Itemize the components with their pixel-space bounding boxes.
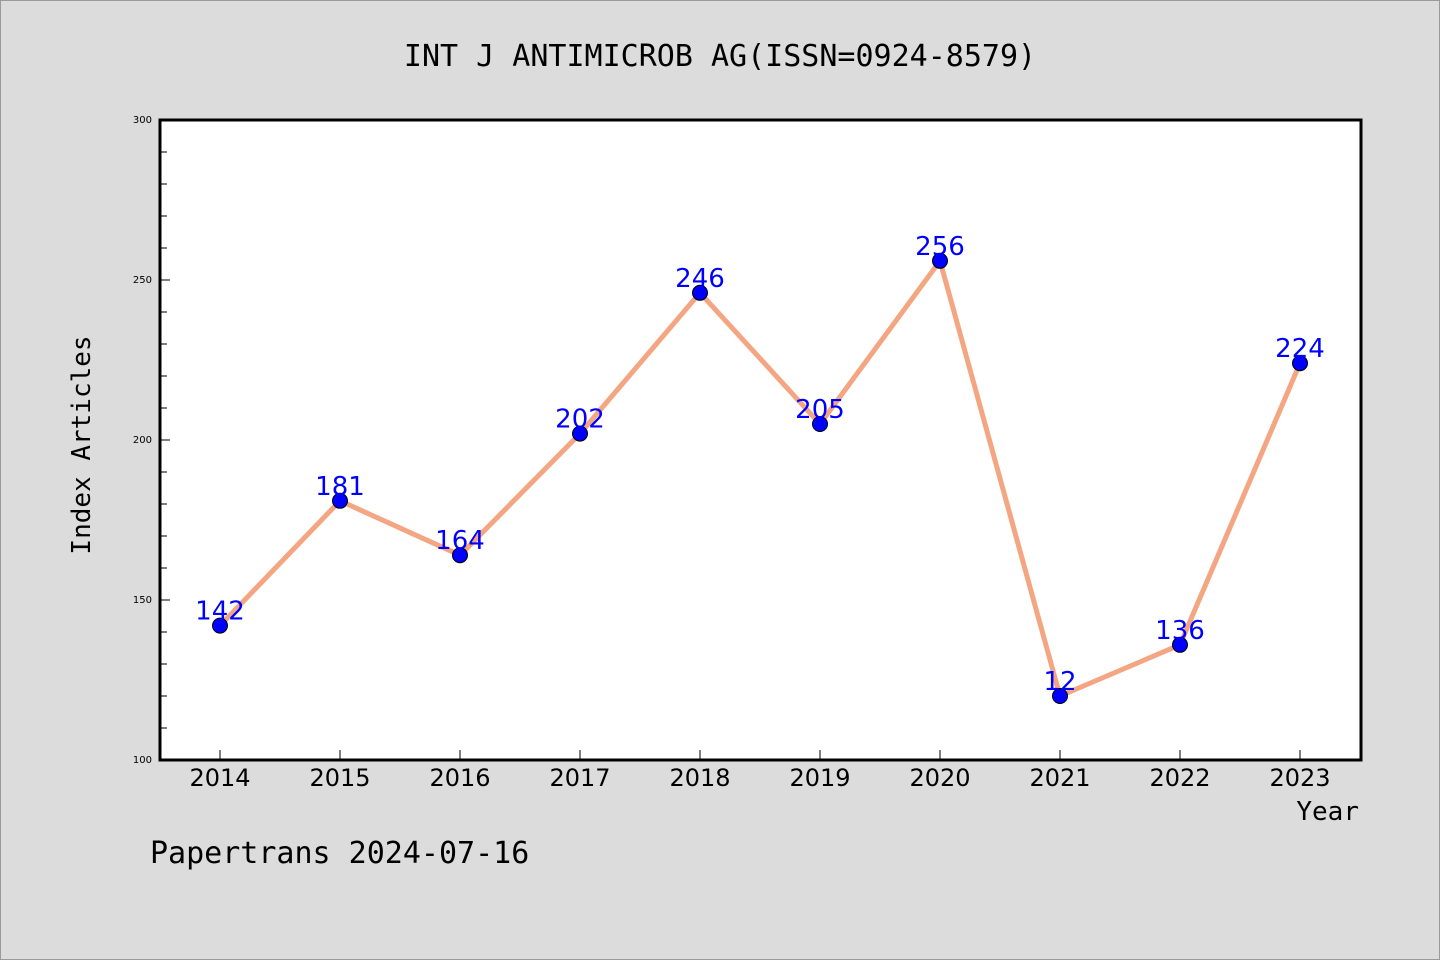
data-label: 136: [1155, 616, 1205, 646]
x-tick-label: 2016: [429, 764, 490, 792]
y-tick-label: 150: [133, 595, 152, 606]
x-tick-label: 2015: [309, 764, 370, 792]
y-tick-label: 100: [133, 755, 152, 766]
plot-border: [158, 118, 1363, 762]
data-point: [932, 252, 948, 269]
data-label: 164: [435, 526, 485, 556]
x-tick-label: 2019: [789, 764, 850, 792]
data-point: [572, 425, 588, 442]
data-point: [212, 617, 228, 634]
y-tick-label: 300: [133, 115, 152, 126]
y-tick-label: 200: [133, 435, 152, 446]
x-tick-label: 2020: [909, 764, 970, 792]
plot-area: [160, 120, 1361, 760]
x-tick-label: 2017: [549, 764, 610, 792]
y-axis-label: Index Articles: [67, 335, 97, 554]
data-label: 142: [195, 597, 245, 627]
x-tick-label: 2021: [1029, 764, 1090, 792]
x-tick-label: 2018: [669, 764, 730, 792]
data-point: [1172, 636, 1188, 653]
series-line: [218, 258, 1303, 699]
data-label: 256: [915, 232, 965, 262]
data-point: [692, 284, 708, 301]
data-point: [1292, 355, 1308, 372]
data-labels-group: 142 181 164 202 246 205 256 12 136 224: [195, 232, 1325, 697]
data-point: [812, 416, 828, 432]
data-label: 202: [555, 405, 605, 435]
data-point: [452, 547, 468, 564]
chart-title: INT J ANTIMICROB AG(ISSN=0924-8579): [404, 39, 1036, 74]
series-group: [212, 252, 1308, 704]
x-axis-label: Year: [1296, 797, 1359, 827]
data-label: 12: [1043, 667, 1076, 697]
x-tick-label: 2022: [1149, 764, 1210, 792]
data-label: 246: [675, 264, 725, 294]
x-tick-label: 2014: [189, 764, 250, 792]
x-axis: 2014 2015 2016 2017 2018 2019 2020 2021 2022 2023: [189, 750, 1331, 792]
x-tick-label: 2023: [1269, 764, 1330, 792]
data-label: 224: [1275, 334, 1325, 364]
y-tick-label: 250: [133, 275, 152, 286]
data-point: [1052, 688, 1068, 704]
data-label: 181: [315, 472, 365, 502]
data-point: [332, 492, 348, 509]
data-label: 205: [795, 395, 845, 425]
footer-source: Papertrans 2024-07-16: [150, 836, 529, 871]
